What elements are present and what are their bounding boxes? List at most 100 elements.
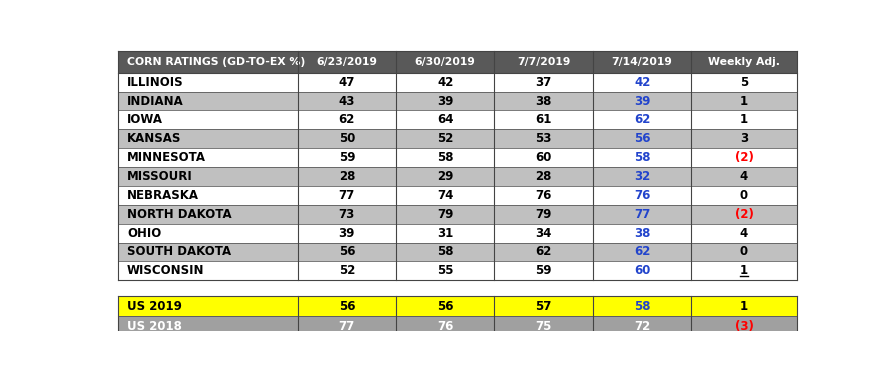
Text: 62: 62	[339, 113, 355, 126]
Bar	[298, 148, 396, 167]
Text: SOUTH DAKOTA: SOUTH DAKOTA	[127, 246, 231, 259]
Bar	[691, 296, 797, 317]
Text: 77: 77	[634, 208, 650, 221]
Text: MISSOURI: MISSOURI	[127, 170, 193, 183]
Text: 1: 1	[740, 113, 748, 126]
Text: 57: 57	[535, 299, 552, 312]
Bar	[593, 296, 691, 317]
Bar	[298, 317, 396, 337]
Bar	[691, 167, 797, 186]
Bar	[118, 243, 298, 262]
Text: 6/30/2019: 6/30/2019	[415, 57, 475, 67]
Text: 58: 58	[634, 299, 650, 312]
Bar	[118, 317, 298, 337]
Bar	[118, 73, 298, 92]
Bar	[118, 110, 298, 129]
Bar	[396, 167, 494, 186]
Text: 7/7/2019: 7/7/2019	[517, 57, 570, 67]
Bar	[494, 129, 593, 148]
Bar	[593, 73, 691, 92]
Text: 37: 37	[535, 76, 552, 89]
Bar	[691, 243, 797, 262]
Bar	[691, 262, 797, 280]
Text: 52: 52	[339, 264, 355, 278]
Bar	[494, 148, 593, 167]
Bar	[494, 224, 593, 243]
Bar	[396, 262, 494, 280]
Text: 52: 52	[437, 132, 453, 145]
Bar	[593, 186, 691, 205]
Bar	[298, 167, 396, 186]
Bar	[494, 51, 593, 73]
Bar	[118, 296, 298, 317]
Text: 58: 58	[634, 151, 650, 164]
Text: 39: 39	[339, 227, 355, 240]
Text: 64: 64	[437, 113, 453, 126]
Text: 56: 56	[634, 132, 650, 145]
Bar	[396, 186, 494, 205]
Text: (3): (3)	[734, 320, 754, 333]
Text: US 2019: US 2019	[127, 299, 182, 312]
Text: 58: 58	[437, 151, 453, 164]
Bar	[298, 110, 396, 129]
Bar	[118, 224, 298, 243]
Bar	[494, 205, 593, 224]
Text: OHIO: OHIO	[127, 227, 161, 240]
Text: 62: 62	[634, 246, 650, 259]
Bar	[396, 110, 494, 129]
Bar	[494, 167, 593, 186]
Bar	[494, 317, 593, 337]
Text: (2): (2)	[734, 208, 754, 221]
Bar	[298, 129, 396, 148]
Bar	[494, 296, 593, 317]
Text: 28: 28	[339, 170, 355, 183]
Bar	[396, 243, 494, 262]
Text: KANSAS: KANSAS	[127, 132, 181, 145]
Text: 3: 3	[740, 132, 748, 145]
Bar	[118, 92, 298, 110]
Text: 0: 0	[740, 246, 748, 259]
Text: 76: 76	[535, 189, 552, 202]
Text: 74: 74	[437, 189, 453, 202]
Bar	[691, 148, 797, 167]
Text: 72: 72	[634, 320, 650, 333]
Bar	[298, 296, 396, 317]
Bar	[593, 317, 691, 337]
Text: 60: 60	[634, 264, 650, 278]
Bar	[691, 73, 797, 92]
Bar	[118, 51, 298, 73]
Bar	[396, 296, 494, 317]
Text: Weekly Adj.: Weekly Adj.	[708, 57, 780, 67]
Text: 29: 29	[437, 170, 453, 183]
Text: 50: 50	[339, 132, 355, 145]
Bar	[593, 148, 691, 167]
Bar	[298, 92, 396, 110]
Bar	[118, 262, 298, 280]
Text: IOWA: IOWA	[127, 113, 163, 126]
Text: 79: 79	[535, 208, 552, 221]
Bar	[593, 129, 691, 148]
Text: 56: 56	[437, 299, 453, 312]
Text: 38: 38	[634, 227, 650, 240]
Text: 39: 39	[437, 94, 453, 108]
Text: NORTH DAKOTA: NORTH DAKOTA	[127, 208, 232, 221]
Text: 6/23/2019: 6/23/2019	[317, 57, 377, 67]
Text: 42: 42	[437, 76, 453, 89]
Text: 1: 1	[740, 299, 748, 312]
Bar	[593, 224, 691, 243]
Text: 0: 0	[740, 189, 748, 202]
Bar	[298, 186, 396, 205]
Bar	[691, 129, 797, 148]
Bar	[298, 205, 396, 224]
Text: 7/14/2019: 7/14/2019	[612, 57, 673, 67]
Text: 5: 5	[739, 76, 748, 89]
Text: 79: 79	[437, 208, 453, 221]
Text: 60: 60	[535, 151, 552, 164]
Bar	[118, 167, 298, 186]
Bar	[396, 148, 494, 167]
Text: INDIANA: INDIANA	[127, 94, 184, 108]
Bar	[494, 110, 593, 129]
Bar	[396, 317, 494, 337]
Bar	[396, 51, 494, 73]
Text: 47: 47	[339, 76, 355, 89]
